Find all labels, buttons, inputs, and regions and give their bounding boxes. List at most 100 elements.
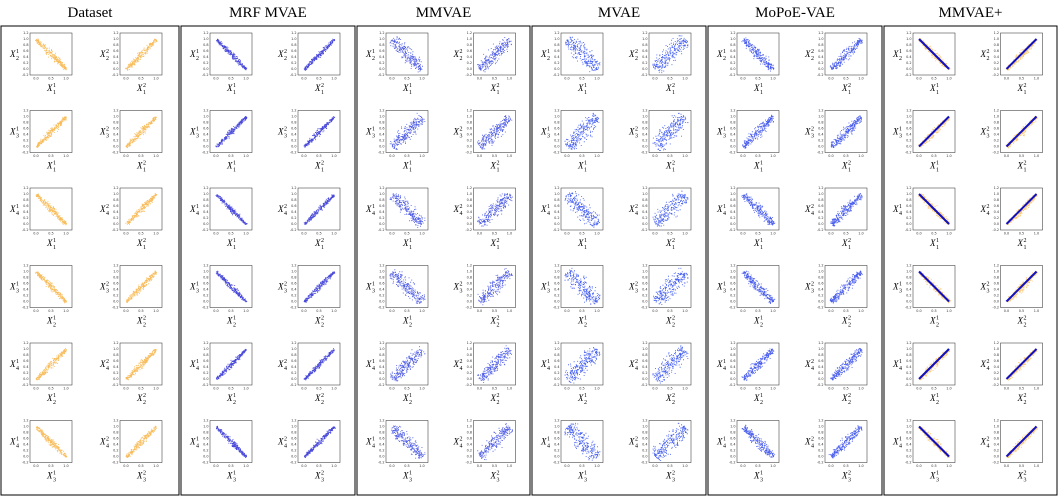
y-tick-label: 0.0 [379, 145, 384, 149]
y-tick-label: 0.2 [818, 139, 823, 143]
y-tick-label: 1.2 [291, 186, 296, 190]
y-label-symbol: X [9, 204, 16, 214]
y-tick-label: 0.0 [467, 455, 472, 459]
y-tick-label: 0.0 [906, 377, 911, 381]
x-tick-label: 0.0 [477, 387, 482, 391]
y-label-symbol: X [628, 49, 635, 59]
x-label-symbol: X [314, 83, 321, 93]
x-tick-label: 0.0 [916, 464, 921, 468]
x-tick-label: 0.0 [1004, 464, 1009, 468]
y-tick-label: 0.2 [818, 449, 823, 453]
y-tick-label: 0.6 [467, 437, 472, 441]
y-label-symbol: X [453, 49, 460, 59]
x-tick-label: 0.5 [138, 77, 143, 81]
y-tick-label: -0.2 [465, 383, 472, 387]
y-label-sub: 4 [635, 444, 638, 450]
point-cloud [216, 38, 248, 71]
y-tick-label: 0.8 [379, 353, 384, 357]
x-tick-label: 0.0 [33, 309, 38, 313]
x-tick-label: 0.0 [33, 464, 38, 468]
y-tick-label: 0.4 [467, 133, 472, 137]
y-tick-label: 0.6 [203, 282, 208, 286]
y-label-sub: 4 [987, 444, 990, 450]
y-tick-label: 0.8 [906, 276, 911, 280]
x-tick-label: 1.0 [594, 77, 599, 81]
x-tick-label: 0.5 [404, 464, 409, 468]
y-label-sup: 2 [284, 127, 287, 133]
y-label-symbol: X [628, 204, 635, 214]
x-label-sup: 1 [53, 316, 56, 322]
y-tick-label: 0.8 [994, 276, 999, 280]
x-tick-label: 0.0 [916, 232, 921, 236]
x-tick-label: 0.5 [48, 77, 53, 81]
y-tick-label: 0.4 [818, 133, 823, 137]
x-tick-label: 0.5 [228, 309, 233, 313]
y-tick-label: 0.0 [554, 67, 559, 71]
y-tick-label: 0.2 [554, 449, 559, 453]
diagonal [1005, 115, 1038, 148]
y-tick-label: 0.4 [23, 443, 28, 447]
x-tick-label: 0.5 [755, 154, 760, 158]
y-label-symbol: X [189, 204, 196, 214]
y-tick-label: 0.2 [554, 61, 559, 65]
y-label-symbol: X [99, 437, 106, 447]
x-tick-label: 1.0 [682, 387, 687, 391]
x-tick-label: 0.5 [1019, 387, 1024, 391]
x-label-symbol: X [490, 316, 497, 326]
x-tick-label: 0.5 [138, 154, 143, 158]
x-tick-label: 0.5 [579, 309, 584, 313]
y-tick-label: 0.8 [379, 121, 384, 125]
x-label-sub: 1 [53, 245, 56, 251]
y-label-symbol: X [189, 127, 196, 137]
y-tick-label: 1.2 [818, 264, 823, 268]
x-tick-label: 0.0 [652, 232, 657, 236]
x-tick-label: 0.5 [48, 309, 53, 313]
y-tick-label: 0.2 [906, 61, 911, 65]
y-tick-label: 1.0 [23, 192, 28, 196]
x-label-sub: 1 [672, 168, 675, 174]
x-label-symbol: X [929, 161, 936, 171]
y-label-sup: 2 [284, 437, 287, 443]
x-label-symbol: X [136, 83, 143, 93]
y-tick-label: 0.4 [642, 133, 647, 137]
x-label-sup: 1 [936, 161, 939, 167]
x-tick-label: 1.0 [153, 232, 158, 236]
x-tick-label: 0.5 [667, 387, 672, 391]
x-tick-label: 1.0 [594, 309, 599, 313]
x-tick-label: 0.0 [652, 154, 657, 158]
y-tick-label: 0.6 [730, 49, 735, 53]
y-tick-label: 0.0 [379, 377, 384, 381]
y-tick-label: 1.0 [23, 115, 28, 119]
x-tick-label: 1.0 [858, 309, 863, 313]
y-tick-label: 0.8 [994, 121, 999, 125]
y-label-sup: 2 [635, 359, 638, 365]
point-cloud [303, 348, 335, 381]
y-label-sub: 3 [899, 289, 902, 295]
y-tick-label: 0.8 [554, 121, 559, 125]
x-label-sub: 2 [584, 400, 587, 406]
y-tick-label: 0.4 [554, 288, 559, 292]
y-tick-label: 0.0 [467, 67, 472, 71]
y-tick-label: 0.8 [554, 353, 559, 357]
y-tick-label: 0.6 [113, 282, 118, 286]
y-tick-label: 0.4 [291, 210, 296, 214]
y-tick-label: 0.2 [554, 371, 559, 375]
y-tick-label: 0.8 [906, 431, 911, 435]
y-label-sub: 3 [547, 134, 550, 140]
point-cloud [477, 345, 512, 383]
x-tick-label: 1.0 [153, 309, 158, 313]
y-tick-label: 0.0 [291, 222, 296, 226]
y-tick-label: 1.2 [906, 341, 911, 345]
y-tick-label: 0.0 [467, 145, 472, 149]
y-label-sub: 4 [106, 444, 109, 450]
y-tick-label: 0.0 [113, 455, 118, 459]
y-tick-label: 0.8 [291, 198, 296, 202]
y-label-sub: 2 [811, 56, 814, 62]
y-tick-label: 0.2 [554, 139, 559, 143]
y-tick-label: 0.2 [994, 371, 999, 375]
plot-frame [473, 265, 516, 308]
x-label-symbol: X [226, 471, 233, 481]
x-tick-label: 0.0 [213, 77, 218, 81]
x-label-symbol: X [1017, 83, 1024, 93]
x-tick-label: 1.0 [243, 464, 248, 468]
